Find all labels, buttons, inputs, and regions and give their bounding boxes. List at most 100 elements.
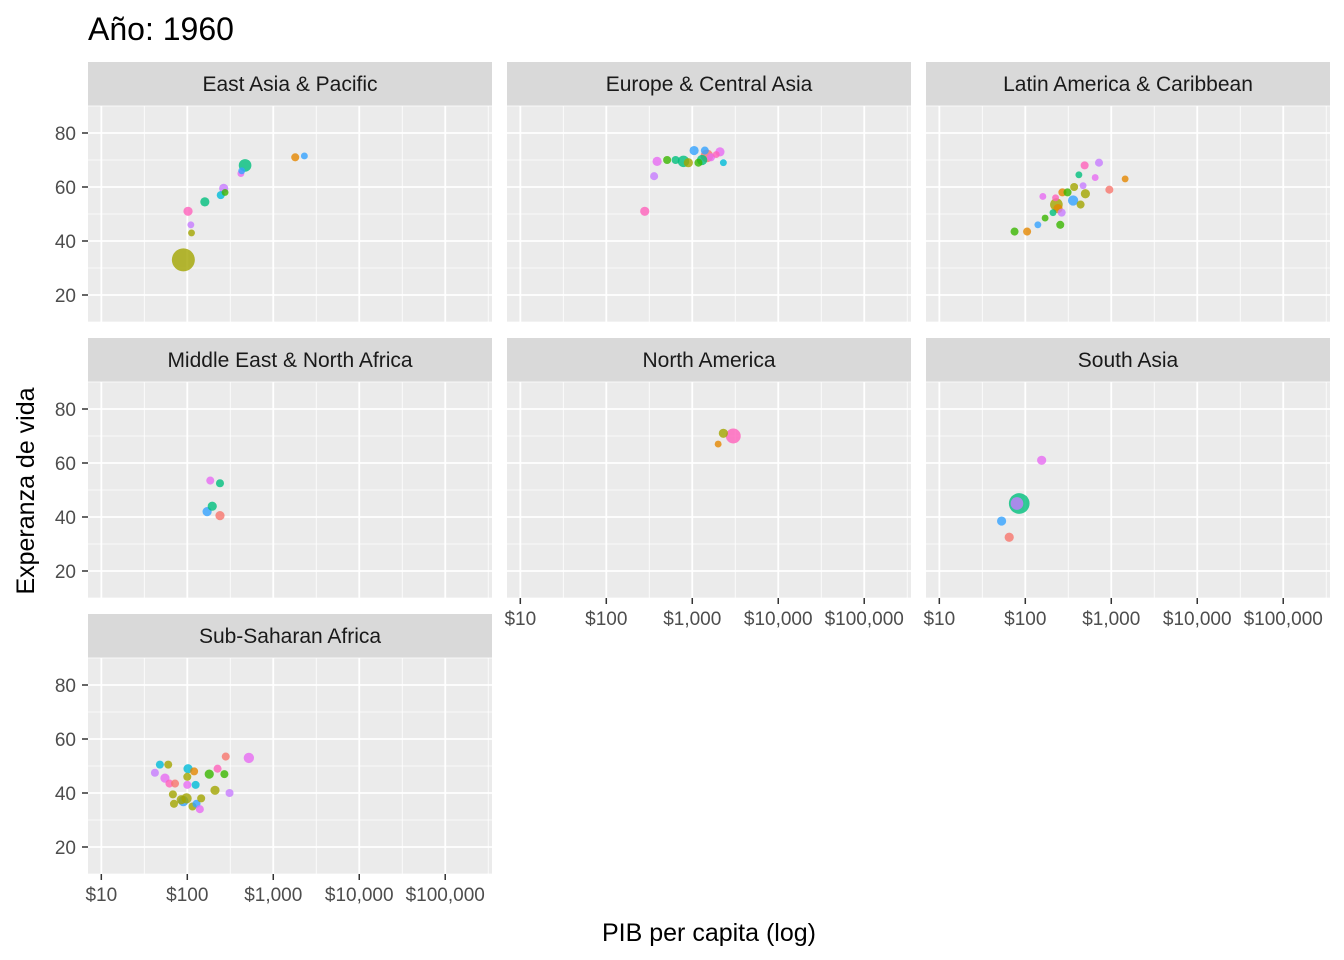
y-tick-label: 40	[55, 232, 76, 253]
x-tick-label: $100,000	[406, 885, 485, 906]
x-axis-title: PIB per capita (log)	[602, 919, 816, 947]
data-point	[652, 156, 662, 166]
data-point	[243, 752, 255, 764]
data-point	[183, 206, 193, 216]
data-point	[300, 152, 308, 160]
y-tick-label: 20	[55, 286, 76, 307]
data-point	[663, 155, 672, 165]
data-point	[220, 770, 229, 779]
facet-panel: East Asia & Pacific 20 40 60 80	[55, 62, 492, 323]
y-tick-label: 80	[55, 400, 76, 421]
data-point	[1037, 455, 1047, 465]
facet-strip-label: South Asia	[1078, 349, 1179, 372]
data-point	[187, 221, 195, 229]
data-point	[195, 805, 204, 814]
data-point	[700, 146, 709, 155]
data-point	[996, 516, 1007, 526]
x-tick-label: $10,000	[1163, 609, 1232, 630]
data-point	[640, 206, 650, 216]
data-point	[1052, 194, 1060, 202]
data-point	[165, 779, 174, 788]
data-point	[1080, 161, 1089, 170]
facet-strip-label: Sub-Saharan Africa	[199, 625, 381, 648]
x-tick-label: $10	[504, 609, 536, 630]
data-point	[1010, 497, 1024, 510]
facet-strip-label: Europe & Central Asia	[606, 73, 813, 96]
data-point	[1105, 185, 1114, 194]
data-point	[1121, 175, 1129, 183]
data-point	[210, 785, 220, 795]
data-point	[1075, 171, 1083, 179]
data-point	[169, 799, 179, 808]
data-point	[1041, 214, 1049, 222]
facet-strip	[507, 338, 911, 382]
facet-panel: Latin America & Caribbean	[926, 62, 1330, 323]
facet-panel: North America $10 $100 $1,000 $10,000 $100,00…	[504, 338, 911, 630]
data-point	[190, 767, 199, 776]
data-point	[215, 479, 225, 488]
data-point	[225, 788, 234, 798]
facet-strip-label: North America	[642, 349, 775, 372]
facet-strip	[926, 338, 1330, 382]
data-point	[1070, 182, 1079, 192]
data-point	[171, 248, 195, 272]
data-point	[183, 780, 192, 789]
data-point	[718, 428, 728, 438]
data-point	[1076, 200, 1085, 209]
data-point	[1067, 195, 1079, 206]
x-tick-label: $10	[85, 885, 117, 906]
x-tick-label: $100,000	[1244, 609, 1323, 630]
y-tick-label: 80	[55, 124, 76, 145]
data-point	[1039, 193, 1047, 200]
data-point	[206, 476, 215, 485]
data-point	[207, 501, 217, 511]
y-tick-label: 20	[55, 838, 76, 859]
data-point	[650, 172, 659, 181]
y-tick-label: 80	[55, 676, 76, 697]
y-tick-label: 60	[55, 454, 76, 475]
data-point	[1079, 182, 1087, 190]
data-point	[714, 440, 722, 448]
data-point	[712, 151, 720, 159]
data-point	[221, 752, 230, 761]
y-tick-label: 60	[55, 730, 76, 751]
data-point	[191, 780, 200, 789]
facet-panel: South Asia $10 $100 $1,000 $10,000 $100,000	[923, 338, 1330, 630]
data-point	[719, 159, 727, 167]
data-point	[671, 155, 680, 165]
facet-strip-label: East Asia & Pacific	[202, 73, 377, 96]
data-point	[164, 760, 173, 769]
data-point	[1004, 532, 1014, 542]
data-point	[1056, 220, 1065, 229]
y-tick-label: 60	[55, 178, 76, 199]
data-point	[168, 790, 177, 799]
x-tick-label: $10	[923, 609, 955, 630]
data-point	[197, 794, 206, 803]
facet-strip	[88, 338, 492, 382]
data-point	[291, 153, 300, 162]
data-point	[200, 197, 210, 207]
data-point	[1091, 174, 1099, 181]
data-point	[1080, 189, 1090, 199]
data-point	[176, 795, 186, 805]
data-point	[1010, 227, 1019, 236]
x-tick-label: $100	[1004, 609, 1046, 630]
data-point	[215, 511, 225, 521]
y-tick-label: 40	[55, 784, 76, 805]
x-tick-label: $100,000	[825, 609, 904, 630]
facet-strip	[926, 62, 1330, 106]
facets: East Asia & Pacific 20 40 60 80 Europe & Cent…	[55, 62, 1330, 906]
x-tick-label: $10,000	[325, 885, 394, 906]
facet-strip	[88, 614, 492, 658]
data-point	[150, 768, 159, 777]
data-point	[725, 428, 741, 444]
facet-panel: Middle East & North Africa 20 40 60 80	[55, 338, 492, 599]
data-point	[238, 167, 246, 175]
y-tick-label: 40	[55, 508, 76, 529]
data-point	[1049, 209, 1057, 217]
data-point	[1063, 188, 1072, 197]
x-tick-label: $100	[585, 609, 627, 630]
facet-panel: Europe & Central Asia	[507, 62, 911, 323]
